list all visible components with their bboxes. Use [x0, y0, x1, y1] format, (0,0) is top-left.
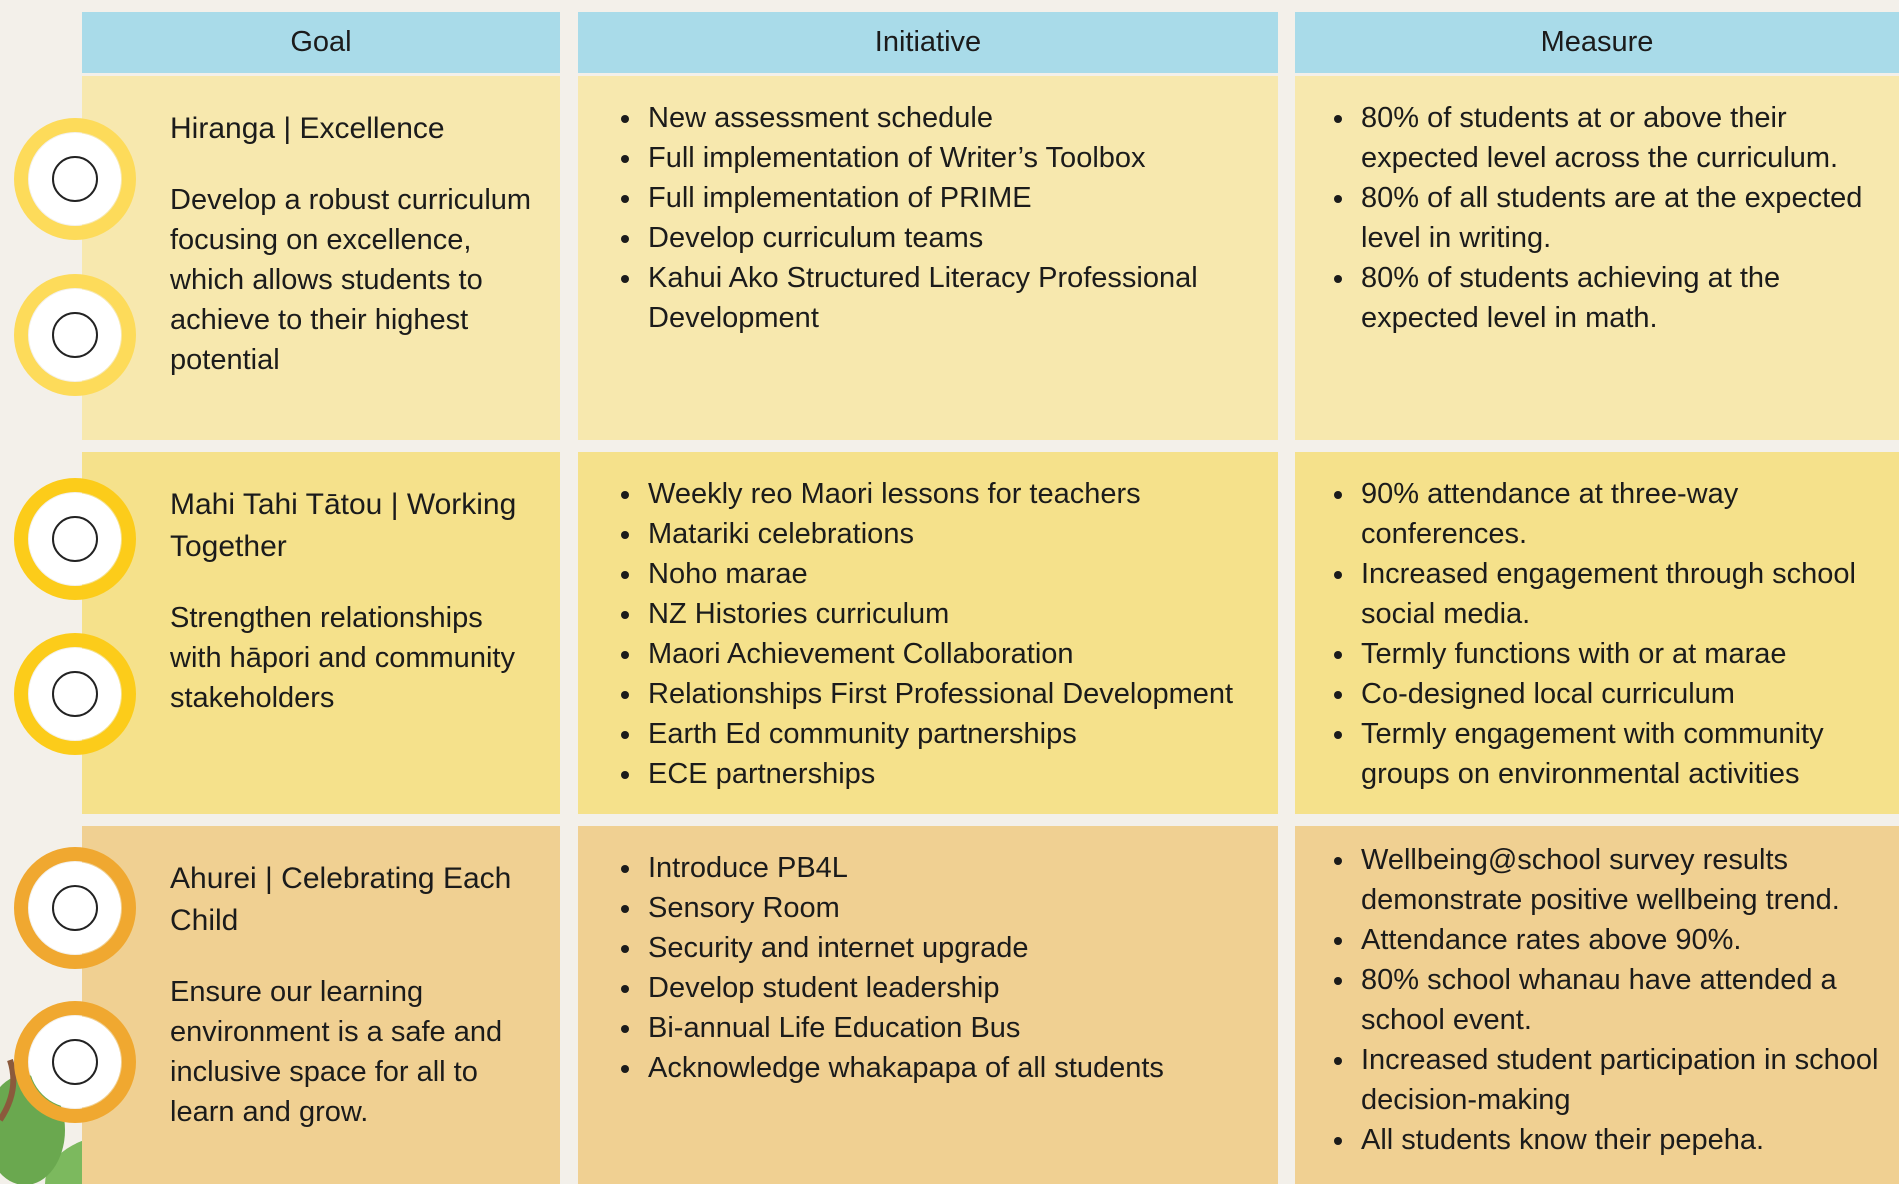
initiative-item: Kahui Ako Structured Literacy Profession…: [644, 258, 1268, 338]
initiative-list: Introduce PB4LSensory RoomSecurity and i…: [644, 848, 1268, 1088]
icon: [29, 289, 121, 381]
measure-item: Wellbeing@school survey results demonstr…: [1357, 840, 1889, 920]
initiative-list: Weekly reo Maori lessons for teachersMat…: [644, 474, 1268, 794]
measure-cell: 80% of students at or above their expect…: [1295, 76, 1899, 440]
icon: [14, 847, 136, 969]
measure-list: 80% of students at or above their expect…: [1357, 98, 1889, 338]
goal-cell: Hiranga | Excellence Develop a robust cur…: [82, 76, 560, 440]
initiative-item: Develop student leadership: [644, 968, 1268, 1008]
goal-title: Ahurei | Celebrating Each Child: [170, 862, 512, 937]
initiative-item: Maori Achievement Collaboration: [644, 634, 1268, 674]
column-header: Initiative: [578, 12, 1278, 73]
measure-item: Attendance rates above 90%.: [1357, 920, 1889, 960]
measure-cell: 90% attendance at three-way conferences.…: [1295, 452, 1899, 814]
icon: [29, 133, 121, 225]
goal-title: Mahi Tahi Tātou | Working Together: [170, 488, 517, 563]
measure-item: Termly functions with or at marae: [1357, 634, 1889, 674]
measure-item: Termly engagement with community groups …: [1357, 714, 1889, 794]
column-header: Goal: [82, 12, 560, 73]
icons: [14, 118, 136, 1123]
initiative-cell: New assessment scheduleFull implementati…: [578, 76, 1278, 440]
measure-item: 80% school whanau have attended a school…: [1357, 960, 1889, 1040]
icon: [29, 862, 121, 954]
icon: [52, 516, 98, 562]
goal-description: Develop a robust curriculum focusing on …: [170, 184, 532, 376]
goal-cell: Ahurei | Celebrating Each Child Ensure ou…: [82, 826, 560, 1184]
measure-item: Increased engagement through school soci…: [1357, 554, 1889, 634]
initiative-item: Sensory Room: [644, 888, 1268, 928]
initiative-list: New assessment scheduleFull implementati…: [644, 98, 1268, 338]
icon: [14, 1001, 136, 1123]
goal-cell: Mahi Tahi Tātou | Working Together Streng…: [82, 452, 560, 814]
initiative-item: Full implementation of Writer’s Toolbox: [644, 138, 1268, 178]
icon: [29, 493, 121, 585]
icon: [52, 1039, 98, 1085]
initiative-item: Security and internet upgrade: [644, 928, 1268, 968]
icon: [14, 478, 136, 600]
initiative-item: Noho marae: [644, 554, 1268, 594]
measure-list: Wellbeing@school survey results demonstr…: [1357, 840, 1889, 1160]
goal-description: Ensure our learning environment is a saf…: [170, 976, 503, 1128]
measure-cell: Wellbeing@school survey results demonstr…: [1295, 826, 1899, 1184]
initiative-item: Matariki celebrations: [644, 514, 1268, 554]
icon: [52, 312, 98, 358]
initiative-item: New assessment schedule: [644, 98, 1268, 138]
initiative-item: Relationships First Professional Develop…: [644, 674, 1268, 714]
initiative-item: Full implementation of PRIME: [644, 178, 1268, 218]
icon: [52, 885, 98, 931]
icon: [14, 633, 136, 755]
column-header: Measure: [1295, 12, 1899, 73]
icon: [14, 118, 136, 240]
measure-item: 90% attendance at three-way conferences.: [1357, 474, 1889, 554]
initiative-item: NZ Histories curriculum: [644, 594, 1268, 634]
goal-title: Hiranga | Excellence: [170, 112, 445, 145]
initiative-cell: Weekly reo Maori lessons for teachersMat…: [578, 452, 1278, 814]
measure-item: 80% of students achieving at the expecte…: [1357, 258, 1889, 338]
goal-description: Strengthen relationships with hāpori and…: [170, 602, 515, 714]
icon: [52, 156, 98, 202]
measure-item: Co-designed local curriculum: [1357, 674, 1889, 714]
icon: [29, 648, 121, 740]
initiative-item: ECE partnerships: [644, 754, 1268, 794]
icon: [14, 274, 136, 396]
initiative-item: Bi-annual Life Education Bus: [644, 1008, 1268, 1048]
measure-item: 80% of all students are at the expected …: [1357, 178, 1889, 258]
initiative-item: Earth Ed community partnerships: [644, 714, 1268, 754]
initiative-item: Introduce PB4L: [644, 848, 1268, 888]
initiative-item: Acknowledge whakapapa of all students: [644, 1048, 1268, 1088]
initiative-item: Weekly reo Maori lessons for teachers: [644, 474, 1268, 514]
initiative-cell: Introduce PB4LSensory RoomSecurity and i…: [578, 826, 1278, 1184]
initiative-item: Develop curriculum teams: [644, 218, 1268, 258]
icon: [29, 1016, 121, 1108]
measure-item: All students know their pepeha.: [1357, 1120, 1889, 1160]
icon: [52, 671, 98, 717]
measure-item: Increased student participation in schoo…: [1357, 1040, 1889, 1120]
measure-list: 90% attendance at three-way conferences.…: [1357, 474, 1889, 794]
measure-item: 80% of students at or above their expect…: [1357, 98, 1889, 178]
